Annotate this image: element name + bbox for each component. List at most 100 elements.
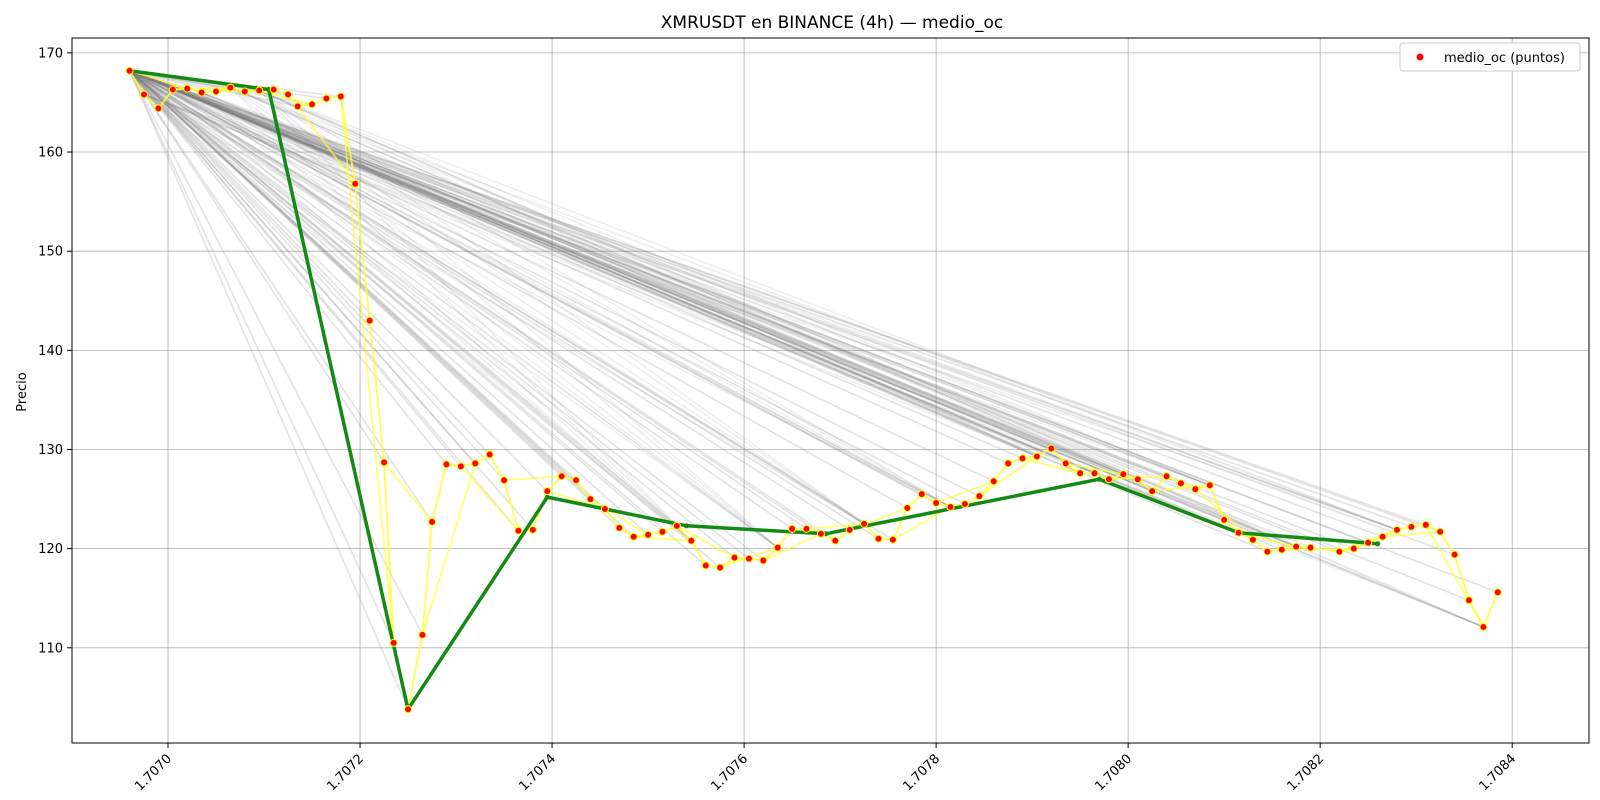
yellow-line xyxy=(421,521,433,635)
gray-fan-line xyxy=(129,70,548,492)
gray-fan-line xyxy=(129,69,1124,476)
data-point xyxy=(932,499,941,508)
gray-fan-line xyxy=(201,91,1398,531)
gray-fan-line xyxy=(129,69,1441,533)
gray-fan-line xyxy=(258,89,951,508)
gray-fan-line xyxy=(172,88,951,508)
data-point xyxy=(903,504,912,512)
y-tick-label: 130 xyxy=(38,443,63,458)
data-point xyxy=(1407,522,1416,531)
data-point xyxy=(500,476,509,485)
data-point xyxy=(351,179,360,188)
gray-fan-line xyxy=(129,70,371,322)
data-point xyxy=(557,472,566,481)
yellow-line xyxy=(762,533,822,562)
gray-fan-line xyxy=(143,93,1038,458)
gray-fan-line xyxy=(129,70,721,569)
data-point xyxy=(168,85,177,94)
data-point xyxy=(672,521,681,530)
x-tick-label: 1.7082 xyxy=(1284,751,1327,794)
data-point xyxy=(212,87,221,96)
data-point xyxy=(1018,454,1027,463)
gray-fan-line xyxy=(201,91,779,549)
data-point xyxy=(428,517,437,526)
data-point xyxy=(1392,525,1401,534)
y-tick-label: 150 xyxy=(38,245,63,260)
data-point xyxy=(860,519,869,528)
data-point xyxy=(456,462,465,471)
yellow-line xyxy=(1425,524,1485,628)
yellow-line xyxy=(128,70,145,95)
gray-fan-line xyxy=(230,86,951,508)
data-point xyxy=(917,490,926,499)
data-point xyxy=(831,536,840,545)
legend-marker xyxy=(1416,53,1424,61)
data-point xyxy=(255,86,264,95)
gray-fan-line xyxy=(129,69,1009,465)
data-point xyxy=(975,492,984,501)
data-point xyxy=(1205,481,1214,490)
gray-fan-line xyxy=(129,69,174,91)
data-point xyxy=(1104,475,1113,484)
gray-fan-line xyxy=(129,69,1095,475)
gray-fan-line xyxy=(129,70,563,477)
gray-fan-line xyxy=(143,93,1124,475)
gray-fan-line xyxy=(201,91,1297,548)
yellow-line xyxy=(935,480,995,504)
data-point xyxy=(1090,469,1099,478)
yellow-line xyxy=(407,634,424,710)
gray-fan-line xyxy=(129,69,1311,549)
green-line-vertex xyxy=(544,494,550,500)
gray-fan-line xyxy=(128,70,520,532)
x-tick-label: 1.7070 xyxy=(132,751,175,794)
green-line-vertex xyxy=(1096,476,1102,482)
data-point xyxy=(226,83,235,92)
gray-fan-line xyxy=(129,70,678,527)
data-point xyxy=(759,556,768,565)
y-tick-label: 140 xyxy=(38,344,63,359)
gray-fan-line xyxy=(129,70,356,185)
y-tick-label: 160 xyxy=(38,146,63,161)
data-point xyxy=(1479,622,1488,631)
gray-fan-line xyxy=(230,86,1297,548)
data-point xyxy=(404,705,413,714)
data-point xyxy=(1191,485,1200,494)
gray-fan-line xyxy=(128,70,424,636)
data-point xyxy=(322,94,331,103)
gray-fan-line xyxy=(129,69,1081,475)
data-point xyxy=(365,316,374,325)
points-layer xyxy=(125,66,1502,714)
data-point xyxy=(528,525,537,534)
data-point xyxy=(701,561,710,570)
gray-fan-line xyxy=(258,89,1124,475)
gray-fan-line xyxy=(129,70,879,540)
gray-fan-line xyxy=(129,69,1297,548)
gray-fan-line xyxy=(129,70,894,541)
gray-fan-line xyxy=(229,87,779,549)
yellow-line xyxy=(354,183,371,321)
plot-frame xyxy=(71,37,1590,744)
gray-fan-line xyxy=(230,86,1211,486)
x-axis-ticks: 1.7070 1.7072 1.7074 1.7076 1.7078 1.7080 1.70… xyxy=(132,743,1519,794)
data-point xyxy=(1450,550,1459,559)
gray-fan-line xyxy=(258,90,779,549)
gray-fan-line xyxy=(129,69,1412,528)
y-axis-ticks: 110 120 130 140 150 160 170 xyxy=(38,46,72,656)
gray-fan-line xyxy=(129,70,865,525)
gray-fan-line xyxy=(172,88,1297,548)
yellow-line xyxy=(690,540,707,566)
gray-fan-line xyxy=(129,69,1383,538)
gray-fan-line xyxy=(129,69,1211,486)
data-point xyxy=(788,524,797,533)
gray-fan-line xyxy=(129,69,1355,550)
gray-fan-line xyxy=(129,69,1470,601)
data-point xyxy=(1176,479,1185,488)
data-point xyxy=(1263,547,1272,556)
data-point xyxy=(543,487,552,496)
data-point xyxy=(1335,547,1344,556)
gray-fan-line xyxy=(129,69,1038,458)
gray-fan-line xyxy=(128,70,462,467)
x-tick-label: 1.7074 xyxy=(516,751,559,794)
